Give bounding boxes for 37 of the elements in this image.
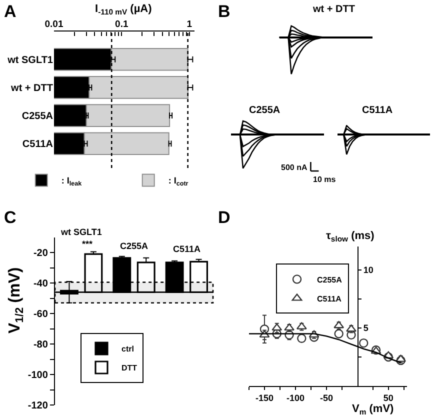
x-tick-label: 1 (186, 18, 193, 30)
y-tick-label: 5 (363, 323, 368, 334)
legend-label: : I$_{leak}$ (61, 176, 82, 188)
y-tick-label: C255A (22, 111, 53, 122)
x-tick-label: 0.1 (115, 18, 129, 30)
x-tick-label: -50 (320, 392, 333, 403)
legend-label: DTT (122, 364, 138, 373)
y-axis-title: τ$_{slow}$ (ms) (326, 230, 375, 244)
x-tick-label: -100 (286, 392, 304, 403)
x-tick-label: 50 (383, 392, 394, 403)
y-tick-label: -80 (33, 340, 48, 351)
y-tick-label: C511A (22, 139, 53, 150)
y-tick-label: -100 (28, 370, 48, 382)
legend-label: C255A (317, 275, 342, 284)
annotation: 500 nA (281, 163, 308, 172)
x-axis-title: V$_{m}$ (mV) (352, 403, 394, 416)
legend-label: ctrl (122, 344, 134, 354)
text: D (218, 208, 230, 227)
y-tick-label: 10 (363, 265, 374, 276)
text: C (4, 208, 16, 227)
x-tick-label: -150 (255, 392, 274, 403)
chart-title: wt + DTT (312, 4, 355, 15)
y-tick-label: wt + DTT (10, 82, 53, 94)
y-tick-label: -20 (33, 248, 48, 260)
y-tick-label: -120 (28, 400, 48, 412)
text: 10 ms (313, 175, 336, 184)
y-tick-label: -40 (33, 278, 48, 290)
y-tick-label: wt SGLT1 (6, 54, 54, 66)
x-axis-title: I$_{-110 mV}$ (µA) (95, 3, 152, 16)
legend-label: : I$_{cotr}$ (168, 176, 189, 188)
text: B (218, 2, 230, 21)
legend-label: C511A (317, 294, 342, 304)
text: A (4, 2, 16, 21)
x-tick-label: 0.01 (44, 18, 64, 30)
annotation: *** (82, 239, 94, 249)
y-tick-label: -60 (33, 309, 48, 320)
chart-title: C255A (249, 105, 280, 116)
